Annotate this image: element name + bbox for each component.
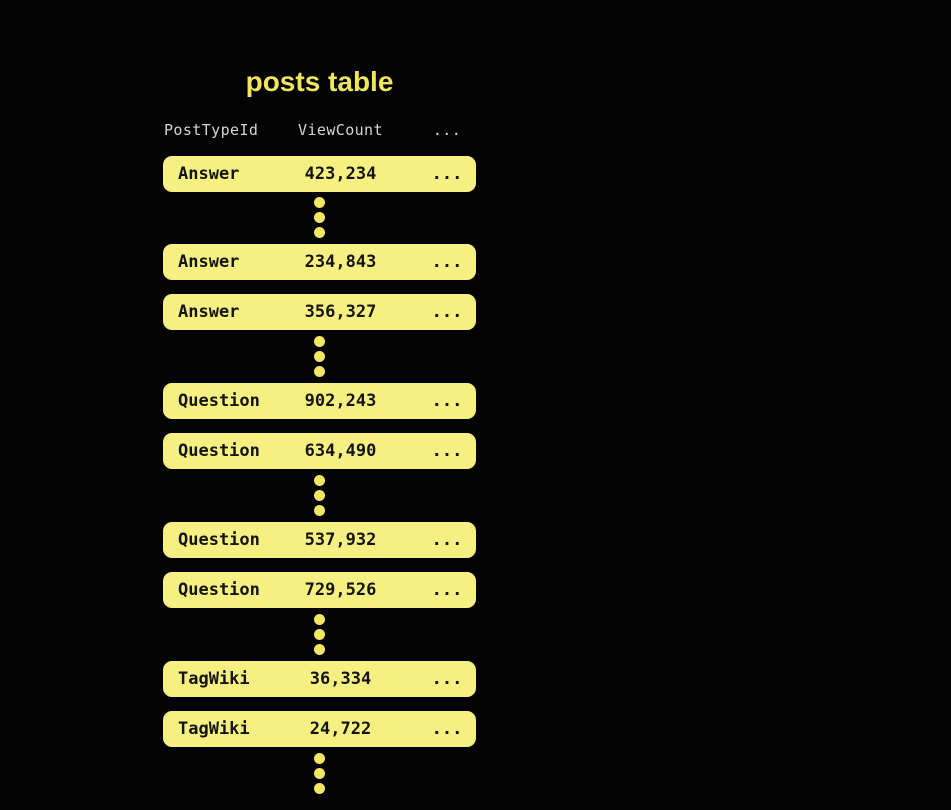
view-count-cell: 729,526 <box>304 580 377 600</box>
table-row: Answer 356,327 ... <box>163 294 476 330</box>
row-more-ellipsis: ... <box>431 164 463 184</box>
ellipsis-dot <box>314 644 325 655</box>
post-type-cell: Answer <box>178 302 240 322</box>
view-count-cell: 234,843 <box>304 252 377 272</box>
row-more-ellipsis: ... <box>431 391 463 411</box>
view-count-cell: 423,234 <box>304 164 377 184</box>
row-more-ellipsis: ... <box>431 252 463 272</box>
table-row: TagWiki 36,334 ... <box>163 661 476 697</box>
post-type-cell: TagWiki <box>178 719 250 739</box>
page-title: posts table <box>245 66 394 97</box>
ellipsis-dot <box>314 768 325 779</box>
ellipsis-dot <box>314 490 325 501</box>
column-header-viewcount: ViewCount <box>298 121 383 139</box>
post-type-cell: Question <box>178 391 260 411</box>
ellipsis-dot <box>314 614 325 625</box>
view-count-cell: 24,722 <box>309 719 372 739</box>
ellipsis-dot <box>314 197 325 208</box>
ellipsis-dot <box>314 366 325 377</box>
ellipsis-dot <box>314 212 325 223</box>
row-more-ellipsis: ... <box>431 302 463 322</box>
ellipsis-dot <box>314 351 325 362</box>
ellipsis-dot <box>314 336 325 347</box>
table-row: Question 537,932 ... <box>163 522 476 558</box>
row-continuation-dots <box>314 614 325 655</box>
row-more-ellipsis: ... <box>431 580 463 600</box>
post-type-cell: Question <box>178 441 260 461</box>
row-more-ellipsis: ... <box>431 530 463 550</box>
row-continuation-dots <box>314 336 325 377</box>
post-type-cell: Answer <box>178 164 240 184</box>
post-type-cell: Question <box>178 580 260 600</box>
column-header-more: ... <box>432 121 462 139</box>
post-type-cell: TagWiki <box>178 669 250 689</box>
table-row: TagWiki 24,722 ... <box>163 711 476 747</box>
view-count-cell: 902,243 <box>304 391 377 411</box>
ellipsis-dot <box>314 505 325 516</box>
post-type-cell: Question <box>178 530 260 550</box>
table-row: Question 729,526 ... <box>163 572 476 608</box>
view-count-cell: 537,932 <box>304 530 377 550</box>
view-count-cell: 36,334 <box>309 669 372 689</box>
view-count-cell: 356,327 <box>304 302 377 322</box>
view-count-cell: 634,490 <box>304 441 377 461</box>
ellipsis-dot <box>314 227 325 238</box>
row-more-ellipsis: ... <box>431 669 463 689</box>
column-header-posttypeid: PostTypeId <box>164 121 259 139</box>
ellipsis-dot <box>314 629 325 640</box>
row-continuation-dots <box>314 475 325 516</box>
table-column-headers: PostTypeId ViewCount ... <box>163 120 476 140</box>
row-more-ellipsis: ... <box>431 719 463 739</box>
row-continuation-dots <box>314 753 325 794</box>
post-type-cell: Answer <box>178 252 240 272</box>
table-row: Answer 423,234 ... <box>163 156 476 192</box>
row-more-ellipsis: ... <box>431 441 463 461</box>
ellipsis-dot <box>314 783 325 794</box>
ellipsis-dot <box>314 475 325 486</box>
table-row: Question 634,490 ... <box>163 433 476 469</box>
table-row: Answer 234,843 ... <box>163 244 476 280</box>
row-continuation-dots <box>314 197 325 238</box>
table-row: Question 902,243 ... <box>163 383 476 419</box>
ellipsis-dot <box>314 753 325 764</box>
